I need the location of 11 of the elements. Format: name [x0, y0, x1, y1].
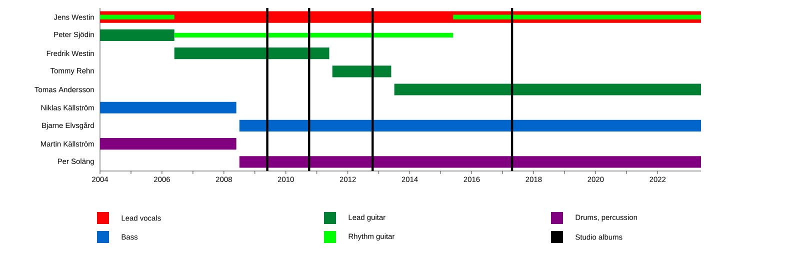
- bar: [174, 32, 454, 38]
- bar: [100, 102, 236, 114]
- bar: [100, 14, 174, 20]
- bar: [453, 14, 702, 20]
- bar: [239, 120, 702, 132]
- bar: [332, 66, 392, 78]
- bar: [100, 29, 174, 41]
- bar: [174, 47, 330, 60]
- bar: [100, 138, 236, 150]
- bar: [394, 84, 702, 96]
- bar: [239, 156, 702, 168]
